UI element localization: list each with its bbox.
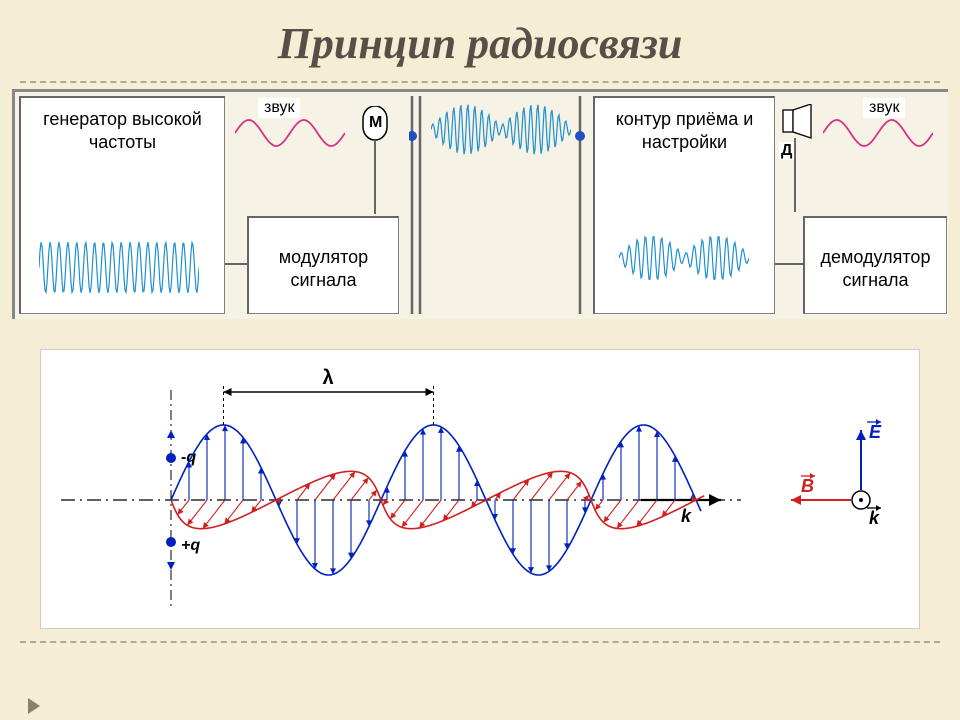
tx-antenna-icon <box>409 96 423 314</box>
svg-text:k: k <box>681 506 692 526</box>
svg-text:E: E <box>869 422 882 442</box>
audio-wave-2-icon <box>823 118 933 148</box>
sound-label-2: звук <box>863 98 905 118</box>
generator-label: генератор высокой частоты <box>21 104 224 153</box>
microphone-icon: М <box>357 106 393 216</box>
connector-1 <box>225 262 247 266</box>
microphone-label: М <box>369 114 382 132</box>
speaker-icon: Д <box>781 104 819 214</box>
svg-text:B: B <box>801 476 814 496</box>
connector-2 <box>775 262 803 266</box>
demodulator-box: демодулятор сигнала <box>803 216 947 314</box>
slide-marker-icon <box>28 698 40 714</box>
modulator-box: модулятор сигнала <box>247 216 399 314</box>
svg-text:λ: λ <box>323 367 334 389</box>
divider-top <box>20 81 940 83</box>
block-diagram: генератор высокой частоты звук М модулят… <box>12 89 948 319</box>
receiver-label: контур приёма и настройки <box>595 104 774 157</box>
modulator-label: модулятор сигнала <box>249 246 398 291</box>
receiver-box: контур приёма и настройки <box>593 96 775 314</box>
generator-box: генератор высокой частоты <box>19 96 225 314</box>
svg-text:+q: +q <box>181 537 200 554</box>
svg-text:k: k <box>869 508 880 528</box>
sound-label-1: звук <box>258 98 300 118</box>
em-wave-diagram: k-q+qλEBk <box>40 349 920 629</box>
divider-bottom <box>20 641 940 643</box>
detector-label: Д <box>779 142 794 160</box>
demodulator-label: демодулятор сигнала <box>805 246 946 291</box>
page-title: Принцип радиосвязи <box>0 0 960 77</box>
audio-wave-1-icon <box>235 118 345 148</box>
received-wave-icon <box>619 233 749 283</box>
modulated-wave-icon <box>431 102 571 157</box>
rx-antenna-icon <box>575 96 585 314</box>
em-wave-svg: k-q+qλEBk <box>41 350 921 630</box>
carrier-wave-icon <box>39 240 199 295</box>
